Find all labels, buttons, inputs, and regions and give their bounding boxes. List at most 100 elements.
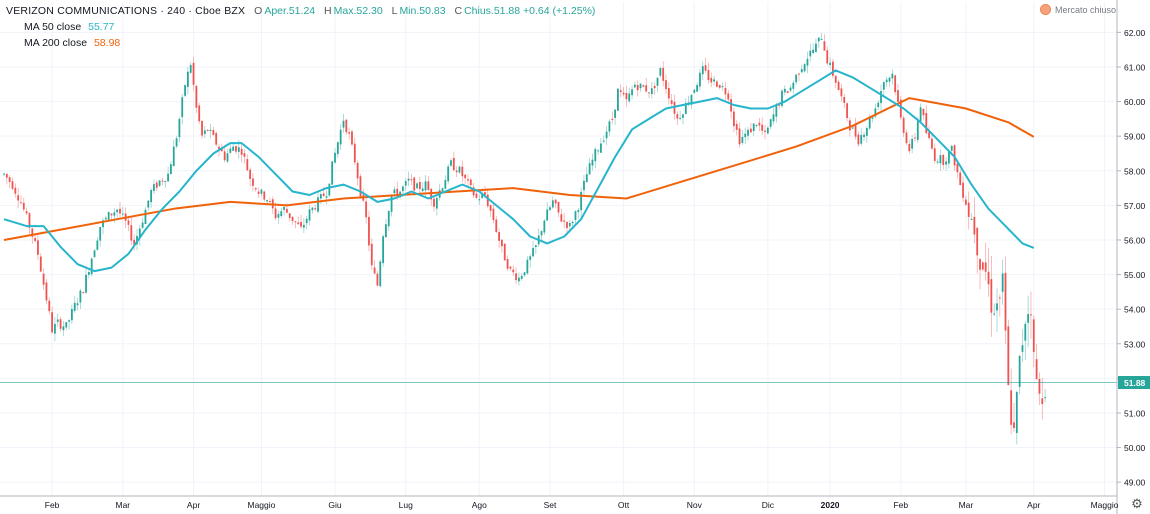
ma200-row[interactable]: MA 200 close 58.98 xyxy=(6,35,595,51)
candle-body xyxy=(897,90,899,102)
candle-body xyxy=(1021,345,1024,352)
candle-body xyxy=(800,69,803,73)
candle-body xyxy=(402,186,404,192)
candle-body xyxy=(874,108,877,117)
candle-body xyxy=(529,256,532,260)
candle-body xyxy=(203,130,206,134)
candle-body xyxy=(305,218,308,224)
candle-body xyxy=(404,181,407,186)
high-value: Max.52.30 xyxy=(333,5,383,17)
candle-body xyxy=(792,82,795,89)
candle-body xyxy=(302,224,305,228)
candle-body xyxy=(198,105,201,122)
ma50-value: 55.77 xyxy=(88,21,115,33)
candle-body xyxy=(370,243,373,266)
candle-body xyxy=(820,39,823,41)
candle-body xyxy=(755,125,758,127)
symbol-row: VERIZON COMMUNICATIONS · 240 · Cboe BZX … xyxy=(6,3,595,19)
candle-body xyxy=(339,129,342,145)
ma50-row[interactable]: MA 50 close 55.77 xyxy=(6,19,595,35)
candle-body xyxy=(8,177,11,183)
candle-body xyxy=(764,130,766,132)
candle-body xyxy=(110,213,113,216)
candle-body xyxy=(727,93,730,100)
time-tick-label: Dic xyxy=(762,500,775,510)
candle-body xyxy=(116,209,119,213)
candle-body xyxy=(517,277,520,282)
candle-body xyxy=(461,166,464,177)
candle-body xyxy=(209,129,212,131)
candle-body xyxy=(543,220,546,233)
candle-body xyxy=(311,207,314,211)
candle-body xyxy=(848,120,851,131)
candle-body xyxy=(418,182,421,190)
candle-body xyxy=(286,208,288,213)
open-label: O xyxy=(254,5,263,17)
candle-body xyxy=(622,92,625,95)
candle-body xyxy=(252,178,254,186)
candle-body xyxy=(452,157,455,171)
candle-body xyxy=(823,41,826,51)
symbol-title[interactable]: VERIZON COMMUNICATIONS · 240 · Cboe BZX xyxy=(6,5,246,17)
candle-body xyxy=(503,243,506,261)
candle-body xyxy=(769,119,772,127)
candle-body xyxy=(834,75,837,83)
candle-body xyxy=(662,67,665,81)
candle-body xyxy=(832,61,834,76)
candle-body xyxy=(979,259,981,270)
candle-body xyxy=(274,208,277,219)
market-status-label: Mercato chiuso xyxy=(1054,4,1116,15)
candle-body xyxy=(520,275,523,279)
candle-body xyxy=(113,212,116,216)
candle-body xyxy=(17,195,20,201)
candle-body xyxy=(300,221,302,227)
candle-body xyxy=(594,148,597,162)
candle-body xyxy=(911,138,914,149)
candle-body xyxy=(325,196,328,198)
candle-body xyxy=(464,174,467,179)
candle-body xyxy=(865,128,868,136)
candle-body xyxy=(752,123,755,131)
candle-body xyxy=(659,67,662,76)
high-label: H xyxy=(324,5,332,17)
candle-body xyxy=(447,166,450,182)
candle-body xyxy=(650,88,653,94)
candle-body xyxy=(141,222,144,228)
candle-body xyxy=(583,180,585,191)
candle-body xyxy=(996,303,998,311)
last-price-badge xyxy=(1118,376,1150,390)
candle-body xyxy=(936,161,939,163)
candle-body xyxy=(922,109,925,116)
time-tick-label: 2020 xyxy=(821,500,840,510)
candle-body xyxy=(775,105,778,117)
candle-body xyxy=(515,273,517,281)
candle-body xyxy=(959,172,962,186)
candle-body xyxy=(56,319,59,322)
candle-body xyxy=(345,119,348,133)
candle-body xyxy=(99,226,102,241)
candle-body xyxy=(319,194,322,199)
time-tick-label: Giu xyxy=(328,500,342,510)
candle-body xyxy=(554,199,557,204)
candle-body xyxy=(1035,359,1038,379)
candle-body xyxy=(11,181,14,189)
candle-body xyxy=(871,117,874,119)
candle-body xyxy=(368,216,370,246)
candle-body xyxy=(953,145,956,166)
candle-body xyxy=(254,188,257,190)
candle-body xyxy=(308,209,311,221)
candle-body xyxy=(781,90,783,106)
candle-body xyxy=(962,182,964,198)
candle-body xyxy=(229,148,232,153)
candle-body xyxy=(458,166,461,173)
gear-icon[interactable]: ⚙ xyxy=(1131,496,1143,511)
candle-body xyxy=(1018,355,1021,387)
candle-body xyxy=(716,81,718,87)
candle-body xyxy=(365,201,368,218)
candle-body xyxy=(413,177,416,191)
candle-body xyxy=(269,201,271,203)
candle-body xyxy=(744,133,747,138)
candle-body xyxy=(846,103,848,119)
time-tick-label: Lug xyxy=(399,500,413,510)
